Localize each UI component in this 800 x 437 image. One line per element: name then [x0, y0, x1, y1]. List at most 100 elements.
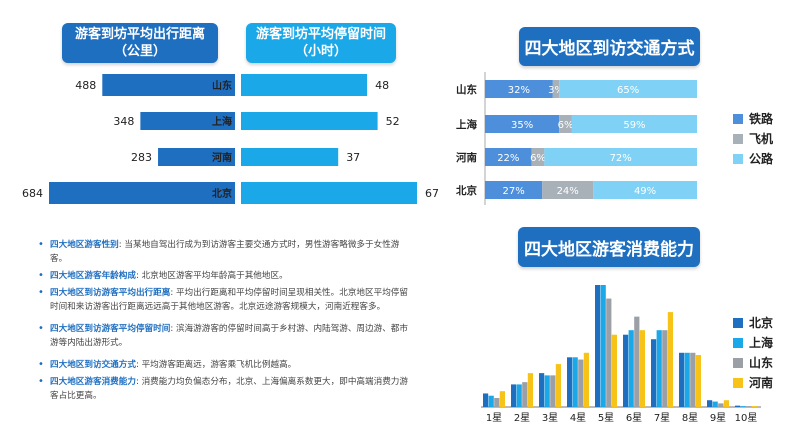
legend-swatch [733, 153, 743, 164]
mode-region-label: 山东 [456, 83, 477, 96]
mode-region-label: 北京 [456, 184, 477, 197]
mode-header: 四大地区到访交通方式 [519, 27, 700, 66]
spend-bar-shandong [690, 352, 696, 407]
spend-bar-shandong [746, 406, 752, 407]
mode-segment-air [559, 115, 572, 133]
mode-segment-label: 49% [634, 186, 656, 197]
distance-value-label: 283 [131, 151, 152, 164]
mode-segment-label: 65% [617, 85, 639, 96]
legend-label: 北京 [749, 316, 774, 330]
legend-item-henan: 河南 [733, 375, 773, 390]
mode-segment-label: 22% [497, 153, 519, 164]
mode-segment-road [544, 148, 697, 166]
stay-bar [241, 148, 339, 166]
legend-swatch [733, 317, 743, 328]
distance-header-title: 游客到坊平均出行距离 [74, 27, 205, 42]
region-label: 河南 [212, 151, 232, 164]
stay-header: 游客到坊平均停留时间 （小时） [246, 23, 396, 63]
spend-bar-shanghai [628, 330, 634, 407]
legend-label: 上海 [749, 336, 774, 350]
legend-label: 山东 [749, 356, 774, 370]
spend-bar-beijing [511, 384, 517, 407]
spend-bar-shandong [522, 382, 528, 407]
spend-tick-label: 3星 [542, 412, 558, 424]
mode-segment-label: 72% [610, 153, 632, 164]
stay-bar [241, 112, 378, 130]
spend-bar-henan [695, 355, 701, 407]
note-key: 四大地区到访交通方式 [50, 360, 136, 370]
spend-bar-beijing [623, 334, 629, 407]
spend-bar-shandong [662, 330, 668, 407]
spend-bar-henan [527, 373, 533, 407]
legend-swatch [733, 133, 743, 144]
spend-bar-beijing [735, 405, 741, 407]
spend-bar-shanghai [544, 375, 550, 407]
stay-header-title: 游客到坊平均停留时间 [255, 27, 386, 42]
spend-bar-shanghai [712, 401, 718, 407]
note-text: : 消费能力均负偏态分布，北京、上海偏离系数更大，即中高端消费力游客占比更高。 [50, 377, 408, 401]
distance-bar [158, 148, 235, 166]
spend-bar-shandong [634, 316, 640, 407]
notes-list: 四大地区游客性别: 当某地自驾出行成为到访游客主要交通方式时，男性游客略微多于女… [36, 238, 408, 406]
spend-bar-beijing [483, 393, 489, 407]
spend-tick-label: 6星 [626, 412, 642, 424]
note-text: : 北京地区游客平均年龄高于其他地区。 [135, 271, 288, 281]
spend-bar-shandong [578, 359, 584, 407]
legend-swatch [733, 113, 743, 124]
note-item: 四大地区游客性别: 当某地自驾出行成为到访游客主要交通方式时，男性游客略微多于女… [36, 238, 408, 266]
spend-bar-beijing [595, 285, 601, 407]
spend-bar-shanghai [572, 357, 578, 407]
legend-item-beijing: 北京 [733, 315, 773, 330]
spend-bar-henan [555, 364, 561, 407]
mode-segment-label: 27% [503, 186, 525, 197]
legend-swatch [733, 357, 743, 368]
note-text: : 平均出行距离和平均停留时间呈现相关性。北京地区平均停留时间和来访游客出行距离… [50, 288, 408, 312]
spend-bar-henan [611, 334, 617, 407]
mode-segment-label: 59% [623, 120, 645, 131]
mode-segment-rail [485, 181, 543, 199]
mode-segment-label: 3% [548, 85, 564, 96]
spend-bar-shandong [550, 375, 556, 407]
distance-header: 游客到坊平均出行距离 （公里） [62, 23, 218, 63]
spend-bar-henan [751, 406, 757, 407]
spend-header-title: 四大地区游客消费能力 [524, 239, 694, 260]
mode-segment-label: 6% [530, 153, 546, 164]
spend-tick-label: 7星 [654, 412, 670, 424]
mode-segment-label: 6% [558, 120, 574, 131]
note-key: 四大地区游客消费能力 [50, 377, 136, 387]
distance-value-label: 684 [22, 187, 43, 200]
spend-bar-beijing [707, 400, 713, 407]
note-item: 四大地区到访游客平均出行距离: 平均出行距离和平均停留时间呈现相关性。北京地区平… [36, 286, 408, 314]
spend-tick-label: 5星 [598, 412, 614, 424]
mode-header-title: 四大地区到访交通方式 [524, 39, 695, 59]
legend-label: 飞机 [749, 132, 774, 146]
spend-bar-shandong [718, 403, 724, 407]
note-item: 四大地区到访交通方式: 平均游客距离远，游客乘飞机比例越高。 [36, 358, 408, 372]
legend-item-shandong: 山东 [733, 355, 773, 370]
spend-tick-label: 9星 [710, 412, 726, 424]
spend-bar-henan [723, 400, 729, 407]
mode-segment-road [559, 80, 697, 98]
note-item: 四大地区游客消费能力: 消费能力均负偏态分布，北京、上海偏离系数更大，即中高端消… [36, 375, 408, 403]
note-text: : 平均游客距离远，游客乘飞机比例越高。 [135, 360, 297, 370]
legend-swatch [733, 337, 743, 348]
region-label: 上海 [212, 115, 232, 128]
mode-segment-label: 35% [511, 120, 533, 131]
spend-bar-beijing [679, 352, 685, 407]
legend-label: 河南 [749, 376, 774, 390]
mode-segment-rail [485, 115, 560, 133]
stay-bar [241, 74, 368, 96]
spend-tick-label: 2星 [514, 412, 530, 424]
stay-bar [241, 182, 417, 204]
note-key: 四大地区到访游客平均出行距离 [50, 288, 171, 298]
legend-item-rail: 铁路 [733, 111, 773, 126]
spend-bar-henan [499, 391, 505, 407]
legend-label: 铁路 [749, 112, 774, 126]
spend-tick-label: 8星 [682, 412, 698, 424]
spend-bar-shanghai [600, 285, 606, 407]
mode-segment-air [552, 80, 560, 98]
note-key: 四大地区游客性别 [50, 240, 119, 250]
legend-item-road: 公路 [733, 151, 773, 166]
stay-value-label: 48 [375, 79, 389, 92]
